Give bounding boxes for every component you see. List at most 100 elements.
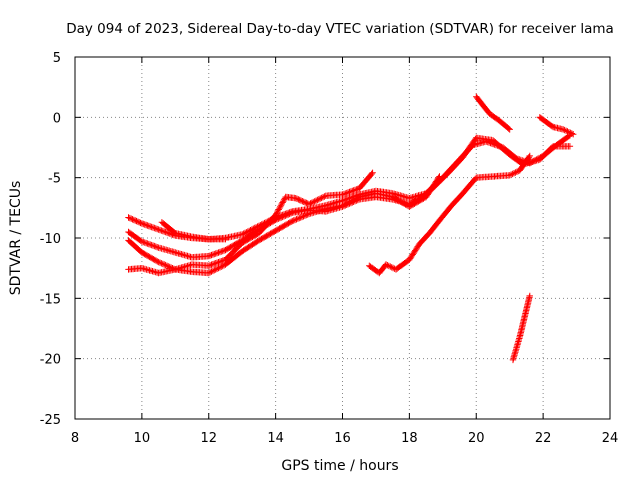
data-point-markers	[292, 195, 311, 207]
data-point-markers	[406, 194, 428, 210]
data-point-markers	[372, 190, 395, 200]
data-point-markers	[473, 93, 492, 116]
data-point-markers	[188, 253, 211, 261]
data-point-markers	[125, 237, 144, 255]
y-tick-label: -25	[40, 413, 61, 428]
y-axis-ticks: -25 -20 -15 -10 -5 0 5	[40, 51, 610, 428]
x-tick-label: 20	[468, 431, 485, 446]
data-point-markers	[125, 214, 144, 227]
series-track-6	[366, 152, 533, 277]
data-point-markers	[138, 265, 161, 276]
x-tick-label: 24	[602, 431, 619, 446]
series-track-3	[125, 173, 443, 277]
data-point-markers	[125, 228, 144, 244]
data-point-markers	[339, 194, 361, 209]
data-point-markers	[322, 191, 345, 199]
data-point-markers	[560, 126, 577, 138]
data-point-markers	[255, 213, 278, 237]
series-track-9	[509, 292, 533, 364]
data-point-markers	[376, 262, 389, 277]
data-point-markers	[272, 218, 295, 234]
x-axis-ticks: 8 10 12 14 16 18 20 22 24	[71, 57, 618, 446]
data-point-markers	[305, 193, 328, 208]
y-tick-label: -5	[48, 172, 61, 187]
data-point-markers	[272, 195, 289, 219]
x-tick-label: 16	[334, 431, 351, 446]
data-point-markers	[516, 314, 528, 341]
data-point-markers	[356, 190, 378, 201]
data-point-markers	[416, 231, 432, 248]
data-point-markers	[536, 114, 549, 125]
data-point-markers	[389, 193, 412, 210]
data-point-markers	[356, 169, 376, 192]
data-point-markers	[305, 206, 328, 218]
data-point-markers	[506, 167, 522, 179]
data-point-markers	[158, 219, 178, 236]
data-point-markers	[172, 261, 194, 273]
data-point-markers	[205, 236, 229, 243]
data-point-markers	[322, 202, 345, 213]
data-point-markers	[172, 230, 194, 240]
data-point-markers	[339, 185, 361, 198]
data-point-markers	[289, 211, 311, 225]
data-point-markers	[489, 172, 512, 180]
data-point-markers	[486, 110, 502, 124]
data-point-markers	[459, 135, 479, 161]
data-point-markers	[205, 262, 228, 277]
data-point-markers	[272, 210, 295, 224]
data-point-markers	[406, 242, 422, 263]
x-tick-label: 10	[134, 431, 151, 446]
series-track-5	[158, 219, 229, 243]
data-point-markers	[392, 257, 412, 273]
data-point-markers	[446, 155, 465, 175]
data-point-markers	[155, 244, 177, 256]
grid-lines	[75, 57, 610, 419]
data-point-markers	[489, 137, 512, 157]
data-point-markers	[239, 230, 261, 246]
data-point-markers	[426, 214, 446, 237]
x-tick-label: 8	[71, 431, 79, 446]
y-tick-label: -15	[40, 292, 61, 307]
data-point-markers	[172, 249, 194, 261]
data-point-markers	[239, 223, 261, 238]
data-point-markers	[138, 238, 161, 251]
data-point-markers	[389, 190, 412, 201]
y-tick-label: 0	[53, 111, 61, 126]
data-point-markers	[521, 292, 533, 320]
x-tick-label: 18	[401, 431, 418, 446]
data-point-markers	[155, 226, 178, 239]
data-point-markers	[516, 152, 533, 174]
x-tick-label: 14	[267, 431, 284, 446]
chart-title: Day 094 of 2023, Sidereal Day-to-day VTE…	[66, 21, 614, 37]
y-tick-label: -20	[40, 353, 61, 368]
data-point-markers	[138, 220, 161, 233]
data-point-markers	[473, 173, 495, 181]
data-point-markers	[543, 119, 556, 130]
series-track-7	[473, 93, 513, 133]
x-axis-label: GPS time / hours	[281, 458, 398, 474]
data-point-markers	[439, 202, 455, 220]
data-point-markers	[255, 228, 278, 244]
plot-points	[125, 93, 577, 364]
data-point-markers	[138, 249, 161, 265]
x-tick-label: 22	[535, 431, 552, 446]
data-point-markers	[239, 238, 261, 255]
data-point-markers	[205, 257, 228, 269]
data-point-markers	[449, 191, 466, 208]
y-tick-label: -10	[40, 232, 61, 247]
x-tick-label: 12	[200, 431, 217, 446]
data-point-markers	[205, 247, 228, 260]
y-axis-label: SDTVAR / TECUs	[8, 181, 24, 296]
data-point-markers	[536, 144, 556, 163]
y-tick-label: 5	[53, 51, 61, 66]
data-point-markers	[422, 173, 443, 201]
data-point-markers	[155, 266, 177, 277]
data-point-markers	[506, 151, 525, 167]
data-point-markers	[509, 335, 523, 364]
data-point-markers	[322, 197, 345, 209]
data-point-markers	[222, 249, 245, 268]
data-point-markers	[459, 175, 479, 197]
series-track-8	[536, 114, 577, 138]
data-point-markers	[550, 143, 574, 150]
